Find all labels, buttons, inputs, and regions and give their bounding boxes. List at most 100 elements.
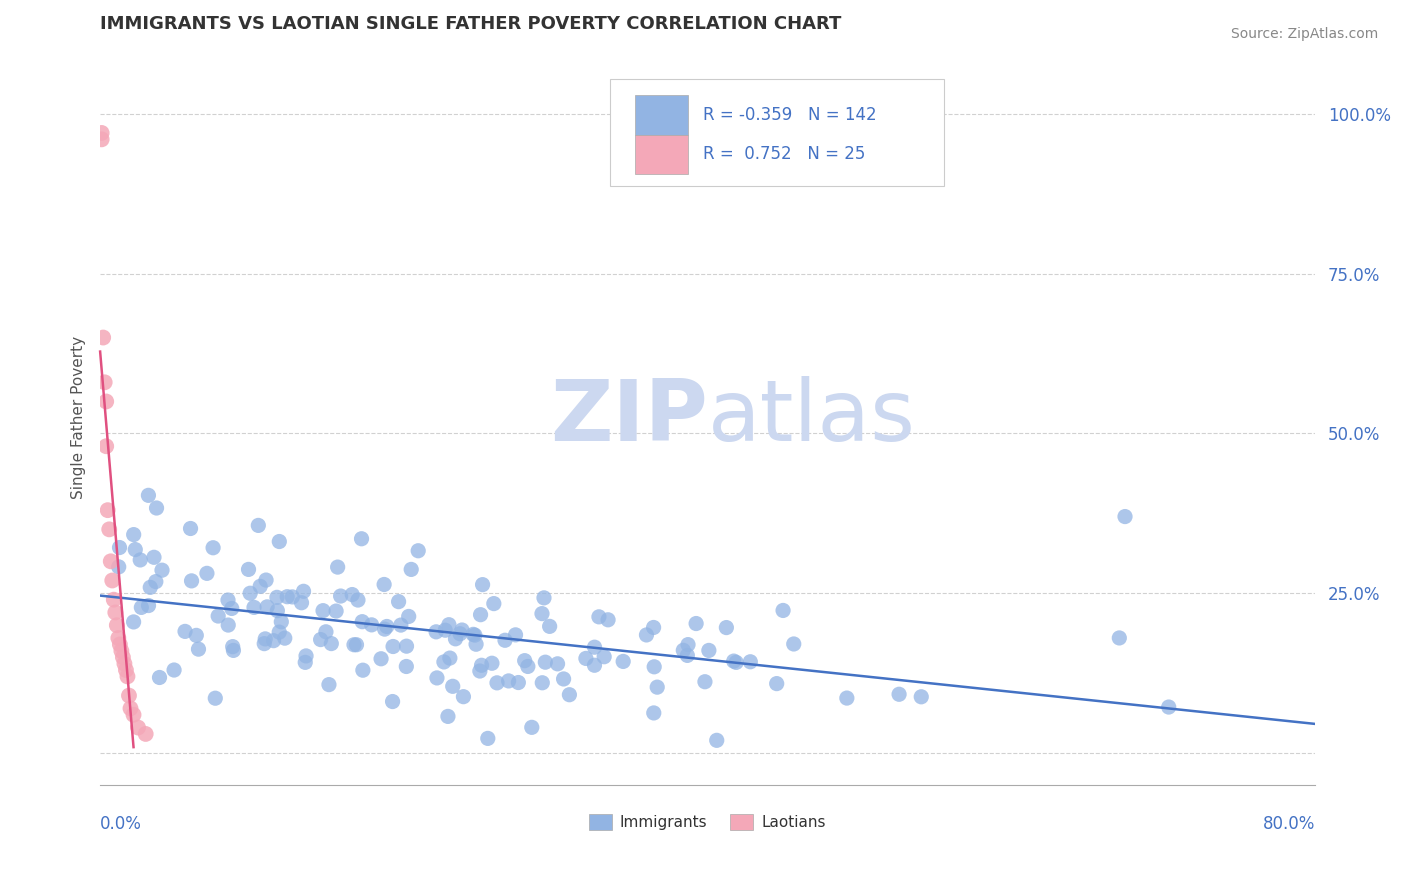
FancyBboxPatch shape <box>634 95 688 135</box>
Point <box>494 633 516 648</box>
Point <box>222 643 245 657</box>
Point <box>553 672 575 686</box>
Text: 80.0%: 80.0% <box>1263 814 1315 832</box>
Point <box>693 674 716 689</box>
Point <box>148 671 170 685</box>
FancyBboxPatch shape <box>634 135 688 174</box>
Point <box>449 626 471 640</box>
Point <box>217 618 239 632</box>
Point <box>485 676 508 690</box>
Point <box>256 599 278 614</box>
Point <box>325 604 347 618</box>
Point <box>370 652 392 666</box>
Point <box>389 618 412 632</box>
Point <box>437 709 460 723</box>
Point <box>723 654 745 668</box>
Point <box>783 637 806 651</box>
Point <box>290 596 312 610</box>
Point <box>350 532 373 546</box>
Point <box>468 664 491 678</box>
Point <box>360 618 382 632</box>
Point <box>143 550 166 565</box>
Point <box>249 579 271 593</box>
Y-axis label: Single Father Poverty: Single Father Poverty <box>72 336 86 499</box>
Point <box>266 604 288 618</box>
Point <box>204 691 226 706</box>
Point <box>100 554 122 568</box>
Point <box>520 720 543 734</box>
Point <box>238 562 260 576</box>
Point <box>127 721 149 735</box>
Point <box>131 600 153 615</box>
Point <box>596 613 619 627</box>
Point <box>426 671 449 685</box>
Point <box>685 616 707 631</box>
Point <box>101 574 124 588</box>
Point <box>104 606 127 620</box>
Point <box>135 727 157 741</box>
Point <box>588 610 610 624</box>
Point <box>276 590 298 604</box>
Point <box>347 593 370 607</box>
Point <box>406 543 429 558</box>
Point <box>374 622 396 636</box>
Point <box>531 675 554 690</box>
Point <box>103 592 125 607</box>
Point <box>122 615 145 629</box>
Point <box>138 488 160 502</box>
Point <box>221 640 243 654</box>
Point <box>202 541 225 555</box>
Point <box>593 649 616 664</box>
Point <box>887 687 910 701</box>
Point <box>716 621 738 635</box>
Point <box>382 640 405 654</box>
Point <box>346 638 368 652</box>
Point <box>399 562 422 576</box>
Text: Source: ZipAtlas.com: Source: ZipAtlas.com <box>1230 27 1378 41</box>
Point <box>163 663 186 677</box>
Point <box>643 620 665 634</box>
Point <box>93 376 115 390</box>
Point <box>97 503 120 517</box>
Point <box>425 624 447 639</box>
Point <box>381 694 404 708</box>
FancyBboxPatch shape <box>610 79 945 186</box>
Point <box>352 663 374 677</box>
Point <box>217 593 239 607</box>
Point <box>547 657 569 671</box>
Point <box>269 625 291 640</box>
Point <box>434 623 457 637</box>
Point <box>375 619 398 633</box>
Point <box>96 394 118 409</box>
Point <box>477 731 499 746</box>
Point <box>534 655 557 669</box>
Point <box>398 609 420 624</box>
Point <box>340 588 363 602</box>
Point <box>583 658 606 673</box>
Point <box>274 631 297 645</box>
Point <box>269 534 291 549</box>
Point <box>263 633 285 648</box>
Point <box>612 655 634 669</box>
Point <box>318 678 340 692</box>
Point <box>765 676 787 690</box>
Point <box>145 574 167 589</box>
Point <box>321 636 343 650</box>
Point <box>643 660 665 674</box>
Point <box>395 659 418 673</box>
Point <box>725 656 748 670</box>
Point <box>530 607 553 621</box>
Point <box>195 566 218 581</box>
Point <box>96 439 118 453</box>
Point <box>558 688 581 702</box>
Point <box>470 658 492 673</box>
Point <box>117 669 139 683</box>
Point <box>538 619 561 633</box>
Point <box>706 733 728 747</box>
Point <box>441 679 464 693</box>
Point <box>98 522 121 536</box>
Point <box>343 638 366 652</box>
Point <box>513 654 536 668</box>
Point <box>437 617 460 632</box>
Point <box>451 623 474 637</box>
